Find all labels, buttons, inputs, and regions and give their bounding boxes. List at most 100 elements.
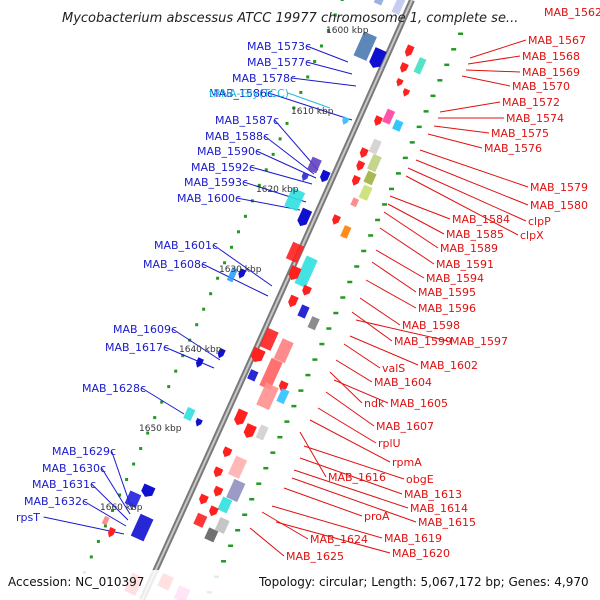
gene-feature[interactable] (372, 115, 383, 127)
gene-label-mab-1591[interactable]: MAB_1591 (436, 258, 494, 271)
gene-label-mab-1609c[interactable]: MAB_1609c (113, 323, 177, 336)
gene-feature[interactable] (401, 88, 411, 98)
gene-feature[interactable] (350, 197, 360, 208)
gene-label-mab-1590c[interactable]: MAB_1590c (197, 145, 261, 158)
gene-feature[interactable] (413, 57, 427, 75)
gene-label-mab-1574[interactable]: MAB_1574 (506, 112, 564, 125)
gene-feature[interactable] (194, 357, 204, 369)
gene-feature[interactable] (294, 255, 318, 288)
gene-feature[interactable] (297, 304, 310, 319)
trna-label-trna-gly-tcc[interactable]: tRNA-Gly(TCC) (209, 87, 289, 100)
gene-feature[interactable] (217, 496, 233, 514)
gene-feature[interactable] (373, 0, 391, 6)
gene-feature[interactable] (212, 485, 224, 498)
gene-feature[interactable] (355, 160, 366, 172)
gene-label-mab-1588c[interactable]: MAB_1588c (205, 130, 269, 143)
gene-feature[interactable] (101, 515, 110, 526)
gene-label-clpx[interactable]: clpX (520, 229, 544, 242)
gene-feature[interactable] (259, 357, 283, 391)
gene-feature[interactable] (392, 119, 404, 132)
gene-label-mab-1615[interactable]: MAB_1615 (418, 516, 476, 529)
gene-label-mab-1616[interactable]: MAB_1616 (328, 471, 386, 484)
gene-label-mab-1569[interactable]: MAB_1569 (522, 66, 580, 79)
gene-feature[interactable] (276, 388, 290, 405)
gene-label-mab-1577c[interactable]: MAB_1577c (247, 56, 311, 69)
gene-feature[interactable] (237, 268, 247, 280)
gene-feature[interactable] (194, 418, 203, 428)
gene-label-mab-1613[interactable]: MAB_1613 (404, 488, 462, 501)
gene-label-mab-1597[interactable]: MAB_1597 (450, 335, 508, 348)
gene-feature[interactable] (255, 424, 269, 441)
gene-feature[interactable] (124, 490, 142, 509)
gene-feature[interactable] (221, 446, 233, 458)
gene-feature[interactable] (382, 108, 396, 125)
gene-feature[interactable] (395, 78, 404, 88)
gene-label-mab-1600c[interactable]: MAB_1600c (177, 192, 241, 205)
gene-label-mab-1576[interactable]: MAB_1576 (484, 142, 542, 155)
gene-label-mab-1578c[interactable]: MAB_1578c (232, 72, 296, 85)
gene-label-mab-1596[interactable]: MAB_1596 (418, 302, 476, 315)
gene-label-mab-1584[interactable]: MAB_1584 (452, 213, 510, 226)
gene-feature[interactable] (130, 513, 154, 542)
gene-label-mab-1628c[interactable]: MAB_1628c (82, 382, 146, 395)
gene-label-mab-1602[interactable]: MAB_1602 (420, 359, 478, 372)
gene-feature[interactable] (249, 346, 266, 365)
gene-label-mab-1570[interactable]: MAB_1570 (512, 80, 570, 93)
gene-label-mab-1595[interactable]: MAB_1595 (418, 286, 476, 299)
gene-feature[interactable] (358, 147, 369, 159)
gene-label-mab-1617c[interactable]: MAB_1617c (105, 341, 169, 354)
gene-label-mab-1575[interactable]: MAB_1575 (491, 127, 549, 140)
gene-feature[interactable] (204, 527, 219, 543)
gene-label-mab-1599[interactable]: MAB_1599 (394, 335, 452, 348)
gene-label-mab-1620[interactable]: MAB_1620 (392, 547, 450, 560)
gene-feature[interactable] (296, 207, 313, 229)
gene-label-mab-1605[interactable]: MAB_1605 (390, 397, 448, 410)
gene-feature[interactable] (307, 316, 320, 331)
gene-feature[interactable] (368, 47, 387, 70)
gene-feature[interactable] (301, 284, 312, 297)
gene-feature[interactable] (259, 327, 279, 351)
gene-feature[interactable] (247, 369, 259, 382)
gene-label-mab-1614[interactable]: MAB_1614 (410, 502, 468, 515)
gene-feature[interactable] (197, 493, 209, 506)
gene-label-mab-1607[interactable]: MAB_1607 (376, 420, 434, 433)
gene-label-mab-1598[interactable]: MAB_1598 (402, 319, 460, 332)
gene-feature[interactable] (318, 169, 331, 184)
gene-label-mab-1632c[interactable]: MAB_1632c (24, 495, 88, 508)
gene-feature[interactable] (363, 170, 377, 186)
gene-feature[interactable] (183, 406, 196, 422)
gene-feature[interactable] (242, 423, 257, 440)
gene-label-mab-1585[interactable]: MAB_1585 (446, 228, 504, 241)
gene-label-obge[interactable]: obgE (406, 473, 434, 486)
gene-feature[interactable] (353, 31, 377, 61)
gene-feature[interactable] (341, 116, 350, 126)
gene-label-mab-1625[interactable]: MAB_1625 (286, 550, 344, 563)
gene-label-mab-1601c[interactable]: MAB_1601c (154, 239, 218, 252)
gene-feature[interactable] (350, 175, 361, 187)
gene-feature[interactable] (256, 382, 279, 411)
gene-feature[interactable] (273, 338, 294, 364)
gene-label-mab-1593c[interactable]: MAB_1593c (184, 176, 248, 189)
gene-feature[interactable] (284, 187, 306, 212)
gene-label-proa[interactable]: proA (364, 510, 390, 523)
gene-label-mab-1580[interactable]: MAB_1580 (530, 199, 588, 212)
gene-feature[interactable] (216, 347, 226, 360)
gene-label-mab-1592c[interactable]: MAB_1592c (191, 161, 255, 174)
gene-label-mab-1579[interactable]: MAB_1579 (530, 181, 588, 194)
gene-label-mab-1604[interactable]: MAB_1604 (374, 376, 432, 389)
gene-label-vals[interactable]: valS (382, 362, 405, 375)
gene-feature[interactable] (398, 62, 409, 74)
gene-feature[interactable] (140, 483, 156, 499)
gene-feature[interactable] (368, 138, 382, 155)
gene-label-mab-1631c[interactable]: MAB_1631c (32, 478, 96, 491)
gene-feature[interactable] (300, 172, 309, 183)
gene-label-mab-1629c[interactable]: MAB_1629c (52, 445, 116, 458)
gene-feature[interactable] (214, 516, 230, 534)
gene-feature[interactable] (228, 455, 248, 479)
gene-label-mab-1572[interactable]: MAB_1572 (502, 96, 560, 109)
gene-feature[interactable] (106, 527, 116, 539)
gene-label-mab-1586c[interactable]: MAB_1586c (209, 87, 273, 100)
gene-feature[interactable] (330, 214, 341, 226)
gene-feature[interactable] (306, 156, 322, 174)
gene-feature[interactable] (340, 224, 352, 239)
